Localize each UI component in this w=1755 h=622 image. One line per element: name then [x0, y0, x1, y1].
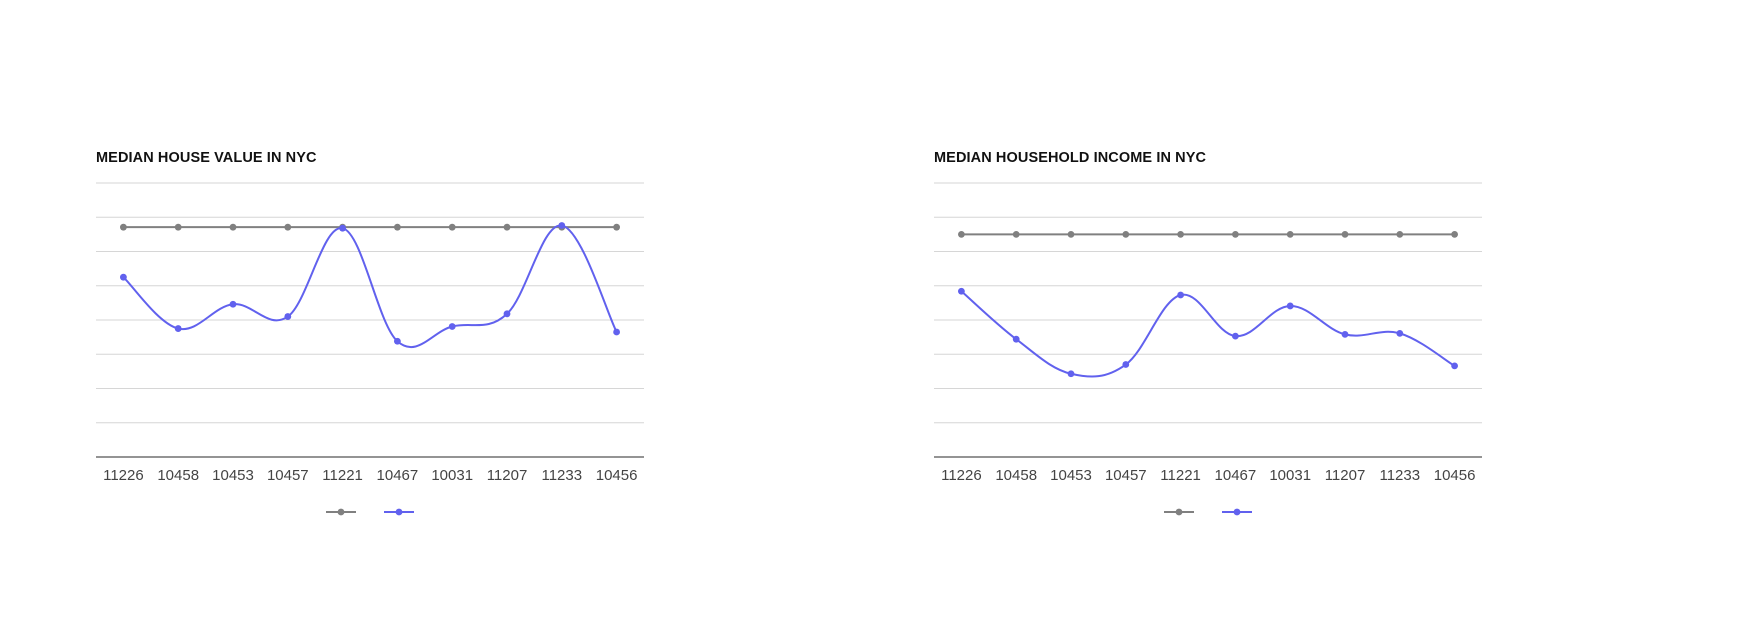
- data-point: [1341, 330, 1349, 338]
- legend-swatch-marker: [1175, 508, 1183, 516]
- data-point: [613, 328, 620, 336]
- data-point: [284, 313, 292, 320]
- data-point: [1177, 291, 1184, 299]
- x-tick-label: 10453: [1050, 467, 1092, 484]
- legend-swatch-marker: [337, 508, 345, 516]
- x-tick-label: 11226: [941, 467, 982, 484]
- x-tick-label: 10031: [1269, 467, 1311, 484]
- x-tick-label: 11226: [103, 467, 144, 484]
- data-point: [284, 223, 292, 231]
- data-point: [1067, 230, 1075, 238]
- data-point: [558, 222, 566, 229]
- legend-swatch-marker: [395, 508, 403, 516]
- data-point: [1012, 335, 1020, 343]
- x-tick-label: 11233: [541, 467, 582, 484]
- data-point: [1232, 230, 1239, 238]
- house-value-chart: MEDIAN HOUSE VALUE IN NYC 11226 10458 1045…: [96, 150, 736, 590]
- data-point: [339, 224, 346, 232]
- data-point: [1286, 302, 1294, 310]
- chart-title: MEDIAN HOUSEHOLD INCOME IN NYC: [934, 150, 1207, 166]
- data-point: [1177, 230, 1184, 238]
- data-point: [229, 300, 237, 308]
- data-point: [503, 310, 511, 318]
- x-tick-label: 10031: [431, 467, 473, 484]
- data-point: [1232, 332, 1239, 340]
- x-tick-label: 10458: [995, 467, 1037, 484]
- data-point: [394, 223, 401, 231]
- chart-title: MEDIAN HOUSE VALUE IN NYC: [96, 150, 317, 166]
- data-point: [120, 223, 127, 231]
- data-point: [1012, 230, 1020, 238]
- data-point: [1396, 230, 1404, 238]
- x-tick-label: 10453: [212, 467, 254, 484]
- data-point: [1451, 362, 1458, 370]
- data-point: [1341, 230, 1349, 238]
- data-point: [174, 325, 182, 332]
- house-value-plot: 11226 10458 10453 10457 11221 10467 10031 11207…: [96, 182, 644, 516]
- data-point: [229, 223, 237, 231]
- legend-swatch-marker: [1233, 508, 1241, 516]
- series-line-2: [122, 224, 618, 349]
- data-point: [1451, 230, 1458, 238]
- data-point: [448, 323, 456, 330]
- data-point: [613, 223, 620, 231]
- data-point: [394, 337, 401, 345]
- household-income-plot: 11226 10458 10453 10457 11221 10467 10031 11207…: [934, 182, 1482, 516]
- x-tick-label: 11207: [1325, 467, 1366, 484]
- data-point: [174, 223, 182, 231]
- x-tick-label: 11233: [1379, 467, 1420, 484]
- data-point: [1122, 361, 1130, 368]
- data-point: [120, 273, 127, 281]
- x-tick-label: 11221: [1160, 467, 1201, 484]
- x-tick-label: 10458: [157, 467, 199, 484]
- x-tick-label: 11221: [322, 467, 363, 484]
- data-point: [1286, 230, 1294, 238]
- x-tick-label: 10456: [596, 467, 638, 484]
- data-point: [448, 223, 456, 231]
- data-point: [503, 223, 511, 231]
- data-point: [1396, 329, 1404, 337]
- x-tick-label: 10457: [267, 467, 309, 484]
- data-point: [958, 287, 965, 295]
- household-income-chart: MEDIAN HOUSEHOLD INCOME IN NYC 11226 1045…: [934, 150, 1574, 590]
- x-tick-label: 10467: [1215, 467, 1257, 484]
- x-tick-label: 10467: [377, 467, 419, 484]
- data-point: [1122, 230, 1130, 238]
- data-point: [958, 230, 965, 238]
- data-point: [1067, 370, 1075, 378]
- x-tick-label: 10456: [1434, 467, 1476, 484]
- series-line-2: [960, 290, 1456, 378]
- x-tick-label: 11207: [487, 467, 528, 484]
- x-tick-label: 10457: [1105, 467, 1147, 484]
